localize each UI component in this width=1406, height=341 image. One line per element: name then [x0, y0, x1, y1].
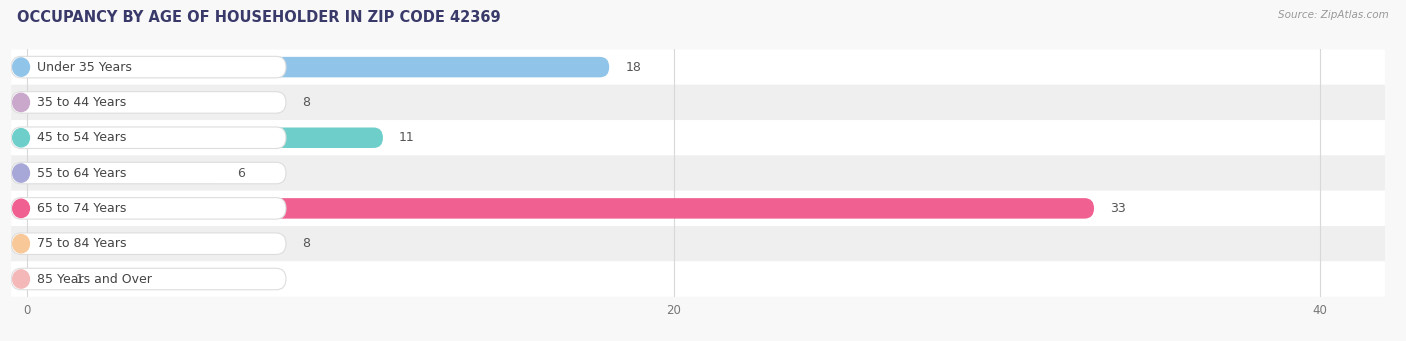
Text: 1: 1 [76, 272, 84, 285]
FancyBboxPatch shape [27, 198, 1094, 219]
FancyBboxPatch shape [11, 127, 285, 148]
FancyBboxPatch shape [11, 92, 285, 113]
FancyBboxPatch shape [27, 269, 59, 289]
Text: 11: 11 [399, 131, 415, 144]
FancyBboxPatch shape [11, 162, 285, 184]
FancyBboxPatch shape [11, 268, 285, 290]
Text: 33: 33 [1111, 202, 1126, 215]
Circle shape [13, 129, 30, 147]
FancyBboxPatch shape [27, 163, 221, 183]
FancyBboxPatch shape [27, 234, 285, 254]
FancyBboxPatch shape [11, 56, 285, 78]
Text: 45 to 54 Years: 45 to 54 Years [38, 131, 127, 144]
Text: 18: 18 [626, 61, 641, 74]
Text: 65 to 74 Years: 65 to 74 Years [38, 202, 127, 215]
FancyBboxPatch shape [11, 261, 1385, 297]
Circle shape [13, 199, 30, 218]
Text: 35 to 44 Years: 35 to 44 Years [38, 96, 127, 109]
Circle shape [13, 164, 30, 182]
FancyBboxPatch shape [11, 155, 1385, 191]
FancyBboxPatch shape [11, 85, 1385, 120]
Text: OCCUPANCY BY AGE OF HOUSEHOLDER IN ZIP CODE 42369: OCCUPANCY BY AGE OF HOUSEHOLDER IN ZIP C… [17, 10, 501, 25]
Circle shape [13, 235, 30, 253]
FancyBboxPatch shape [27, 57, 609, 77]
Text: Under 35 Years: Under 35 Years [38, 61, 132, 74]
Text: 6: 6 [238, 166, 246, 180]
Text: 75 to 84 Years: 75 to 84 Years [38, 237, 127, 250]
Circle shape [13, 58, 30, 76]
FancyBboxPatch shape [11, 49, 1385, 85]
FancyBboxPatch shape [11, 226, 1385, 261]
FancyBboxPatch shape [11, 120, 1385, 155]
FancyBboxPatch shape [27, 92, 285, 113]
Text: Source: ZipAtlas.com: Source: ZipAtlas.com [1278, 10, 1389, 20]
Circle shape [13, 93, 30, 112]
Circle shape [13, 270, 30, 288]
FancyBboxPatch shape [27, 128, 382, 148]
Text: 8: 8 [302, 237, 311, 250]
Text: 8: 8 [302, 96, 311, 109]
Text: 55 to 64 Years: 55 to 64 Years [38, 166, 127, 180]
FancyBboxPatch shape [11, 233, 285, 254]
Text: 85 Years and Over: 85 Years and Over [38, 272, 152, 285]
FancyBboxPatch shape [11, 198, 285, 219]
FancyBboxPatch shape [11, 191, 1385, 226]
